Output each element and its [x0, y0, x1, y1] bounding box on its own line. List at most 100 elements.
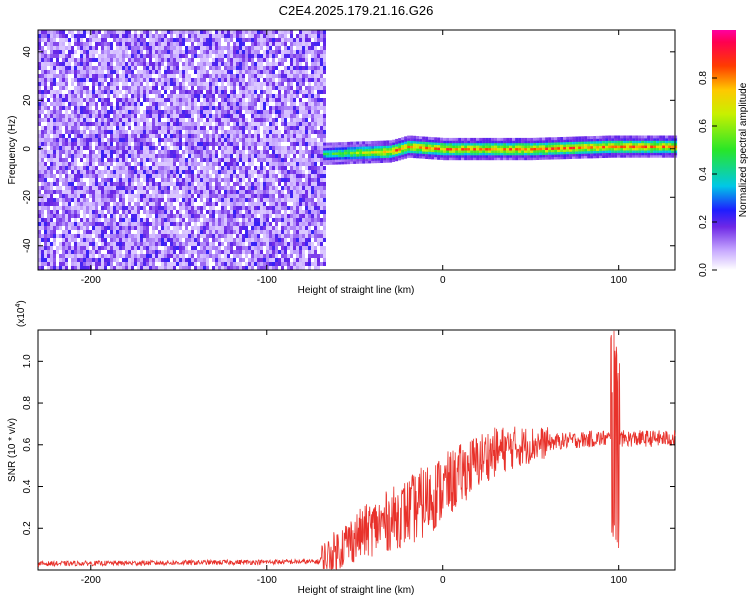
noise-cell [56, 226, 59, 230]
noise-cell [269, 130, 272, 134]
noise-cell [257, 38, 260, 42]
noise-cell [290, 182, 293, 186]
noise-cell [101, 194, 104, 198]
noise-cell [233, 118, 236, 122]
noise-cell [41, 250, 44, 254]
noise-cell [92, 154, 95, 158]
noise-cell [257, 74, 260, 78]
noise-cell [188, 162, 191, 166]
noise-cell [227, 246, 230, 250]
noise-cell [56, 114, 59, 118]
noise-cell [245, 110, 248, 114]
noise-cell [50, 34, 53, 38]
noise-cell [257, 242, 260, 246]
noise-cell [146, 210, 149, 214]
noise-cell [269, 142, 272, 146]
noise-cell [140, 30, 143, 34]
noise-cell [260, 194, 263, 198]
noise-cell [281, 122, 284, 126]
noise-cell [137, 234, 140, 238]
noise-cell [188, 82, 191, 86]
noise-cell [92, 226, 95, 230]
noise-cell [140, 34, 143, 38]
noise-cell [50, 222, 53, 226]
noise-cell [233, 58, 236, 62]
noise-cell [53, 118, 56, 122]
noise-cell [149, 262, 152, 266]
noise-cell [233, 146, 236, 150]
noise-cell [308, 258, 311, 262]
noise-cell [218, 122, 221, 126]
noise-cell [272, 134, 275, 138]
noise-cell [248, 186, 251, 190]
noise-cell [245, 146, 248, 150]
noise-cell [278, 158, 281, 162]
noise-cell [239, 182, 242, 186]
noise-cell [311, 146, 314, 150]
noise-cell [101, 150, 104, 154]
noise-cell [68, 30, 71, 34]
noise-cell [209, 114, 212, 118]
noise-cell [278, 62, 281, 66]
noise-cell [167, 126, 170, 130]
noise-cell [128, 246, 131, 250]
noise-cell [53, 174, 56, 178]
noise-cell [146, 246, 149, 250]
noise-cell [236, 30, 239, 34]
noise-cell [134, 206, 137, 210]
noise-cell [293, 42, 296, 46]
noise-cell [203, 102, 206, 106]
noise-cell [47, 206, 50, 210]
noise-cell [131, 78, 134, 82]
noise-cell [284, 66, 287, 70]
noise-cell [299, 122, 302, 126]
noise-cell [59, 234, 62, 238]
noise-cell [125, 166, 128, 170]
noise-cell [53, 162, 56, 166]
noise-cell [110, 218, 113, 222]
noise-cell [182, 150, 185, 154]
noise-cell [224, 110, 227, 114]
noise-cell [176, 46, 179, 50]
noise-cell [266, 78, 269, 82]
noise-cell [191, 82, 194, 86]
noise-cell [272, 246, 275, 250]
noise-cell [293, 114, 296, 118]
noise-cell [290, 66, 293, 70]
noise-cell [203, 134, 206, 138]
noise-cell [260, 190, 263, 194]
noise-cell [188, 138, 191, 142]
noise-cell [221, 234, 224, 238]
noise-cell [203, 182, 206, 186]
noise-cell [152, 38, 155, 42]
noise-cell [278, 70, 281, 74]
noise-cell [302, 90, 305, 94]
noise-cell [242, 250, 245, 254]
noise-cell [263, 190, 266, 194]
noise-cell [275, 226, 278, 230]
noise-cell [311, 262, 314, 266]
noise-cell [50, 246, 53, 250]
noise-cell [125, 102, 128, 106]
noise-cell [98, 194, 101, 198]
noise-cell [293, 106, 296, 110]
noise-cell [263, 110, 266, 114]
noise-cell [191, 254, 194, 258]
noise-cell [146, 198, 149, 202]
noise-cell [257, 58, 260, 62]
noise-cell [95, 118, 98, 122]
noise-cell [242, 138, 245, 142]
noise-cell [41, 78, 44, 82]
noise-cell [296, 178, 299, 182]
noise-cell [254, 122, 257, 126]
noise-cell [278, 58, 281, 62]
noise-cell [62, 262, 65, 266]
noise-cell [170, 266, 173, 270]
noise-cell [134, 74, 137, 78]
noise-cell [293, 58, 296, 62]
noise-cell [119, 46, 122, 50]
noise-cell [62, 214, 65, 218]
noise-cell [272, 206, 275, 210]
noise-cell [227, 222, 230, 226]
noise-cell [53, 254, 56, 258]
